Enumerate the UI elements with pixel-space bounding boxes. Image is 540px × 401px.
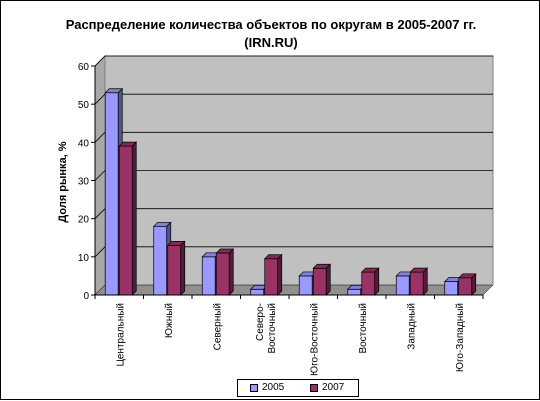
bar-side-2007 [228,248,234,296]
y-tick-label: 10 [78,253,90,264]
bar-2005 [444,281,459,296]
x-tick-label: Восточный [358,303,369,354]
bar-2007 [264,258,279,296]
x-tick-label: Северный [212,303,223,350]
bar-side-2007 [180,240,186,296]
x-tick-label-line: Северный [212,303,223,350]
bar-2005 [201,256,216,296]
y-tick-label: 50 [78,100,90,111]
bar-side-2007 [471,272,477,296]
bar-2005 [347,288,362,296]
bar-2005 [298,275,313,296]
bar-2007 [312,267,327,296]
x-tick-label-line: Южный [164,303,175,338]
x-tick-label-line: Юго-Западный [455,303,466,372]
x-tick-label-line: Восточный [358,303,369,354]
bar-2005 [250,288,265,296]
bar-2007 [409,271,424,296]
bar-side-2007 [131,141,137,296]
bar-2007 [458,277,473,296]
chart-title: Распределение количества объектов по окр… [65,17,477,32]
y-tick-label: 0 [83,291,89,302]
bar-2005 [153,225,168,296]
x-tick-label-line: Юго-Восточный [309,303,320,376]
y-tick-label: 60 [78,62,90,73]
bar-2007 [215,252,230,296]
gridline [94,55,493,67]
x-tick-label: Южный [164,303,175,338]
legend: 2005 2007 [237,379,359,397]
x-tick-label: Юго-Западный [455,303,466,372]
x-tick-label-line: Центральный [115,303,126,367]
bar-2005 [395,275,410,296]
bar-2005 [104,92,119,296]
y-tick-label: 40 [78,138,90,149]
x-tick-label-line: Западный [406,303,417,350]
bar-side-2007 [422,267,428,296]
bar-2007 [118,145,133,296]
x-tick-label: Центральный [115,303,126,367]
bar-side-2007 [374,267,380,296]
plot-wall [95,56,493,295]
y-tick-label: 20 [78,215,90,226]
legend-label-2005: 2005 [262,382,285,393]
x-tick-label: Юго-Восточный [309,303,320,376]
chart-subtitle: (IRN.RU) [244,35,298,50]
legend-label-2007: 2007 [322,382,345,393]
x-tick-label: Северо- Восточный [255,303,278,354]
x-tick-label-line: Северо- [255,303,266,341]
y-tick-label: 30 [78,177,90,188]
legend-swatch-2007 [310,384,318,392]
legend-swatch-2005 [250,384,258,392]
bar-2007 [361,271,376,296]
x-tick-label-line: Восточный [267,303,278,354]
bar-2007 [167,245,182,296]
x-tick-label: Западный [406,303,417,350]
bar-side-2007 [325,263,331,296]
bar-side-2007 [277,253,283,296]
